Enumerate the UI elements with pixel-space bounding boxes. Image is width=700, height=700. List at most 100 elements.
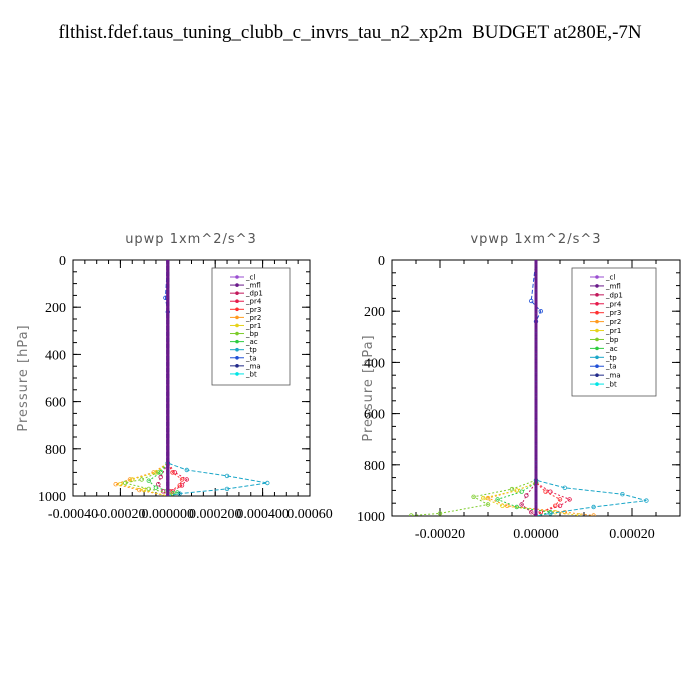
profile-marker bbox=[166, 269, 170, 273]
profile-marker bbox=[534, 405, 538, 409]
profile-marker bbox=[534, 267, 538, 271]
profile-marker bbox=[166, 439, 170, 443]
series-point-pr4 bbox=[548, 489, 553, 494]
profile-marker bbox=[534, 439, 538, 443]
y-tick-label: 0 bbox=[59, 254, 66, 269]
profile-marker bbox=[534, 455, 538, 459]
legend-label: _pr2 bbox=[605, 318, 621, 326]
profile-marker bbox=[534, 442, 538, 446]
profile-marker bbox=[166, 482, 170, 486]
profile-marker bbox=[166, 425, 170, 429]
profile-marker bbox=[166, 340, 170, 344]
profile-marker bbox=[166, 391, 170, 395]
series-point-tp bbox=[224, 473, 230, 479]
series-line-pr2 bbox=[486, 260, 594, 516]
profile-marker bbox=[534, 292, 538, 296]
legend-label: _tp bbox=[245, 346, 257, 354]
series-point-tp bbox=[224, 486, 230, 492]
legend-marker bbox=[595, 373, 599, 377]
y-axis-label: Pressure [hPa] bbox=[16, 324, 31, 431]
legend-label: _pr1 bbox=[245, 322, 261, 330]
profile-marker bbox=[534, 458, 538, 462]
profile-marker bbox=[534, 464, 538, 468]
profile-marker bbox=[166, 300, 170, 304]
profile-marker bbox=[166, 394, 170, 398]
profile-marker bbox=[534, 498, 538, 502]
profile-marker bbox=[534, 427, 538, 431]
series-line-pr4 bbox=[167, 260, 188, 496]
y-tick-label: 600 bbox=[364, 408, 385, 423]
profile-marker bbox=[166, 368, 170, 372]
legend-marker bbox=[595, 364, 599, 369]
legend-marker bbox=[235, 355, 239, 360]
legend-marker bbox=[595, 301, 599, 306]
profile-marker bbox=[534, 338, 538, 342]
profile-marker bbox=[166, 326, 170, 330]
profile-marker bbox=[534, 359, 538, 363]
y-tick-label: 1000 bbox=[38, 490, 66, 505]
legend-marker bbox=[235, 315, 239, 320]
profile-marker bbox=[534, 501, 538, 505]
profile-marker bbox=[534, 329, 538, 333]
profile-marker bbox=[534, 476, 538, 480]
profile-marker bbox=[534, 286, 538, 290]
series-point-pr3 bbox=[553, 503, 558, 508]
legend-label: _ta bbox=[605, 363, 617, 371]
series-point-ac bbox=[146, 478, 151, 483]
profile-marker bbox=[534, 433, 538, 437]
series-point-tp bbox=[184, 467, 189, 473]
profile-marker bbox=[534, 304, 538, 308]
profile-marker bbox=[166, 320, 170, 324]
profile-marker bbox=[534, 396, 538, 400]
profile-marker bbox=[534, 470, 538, 474]
legend-marker bbox=[235, 331, 239, 336]
profile-marker bbox=[166, 383, 170, 387]
profile-marker bbox=[166, 485, 170, 489]
series-point-pr3 bbox=[177, 483, 182, 488]
profile-marker bbox=[534, 491, 538, 495]
series-point-pr4 bbox=[170, 489, 175, 494]
series-line-pr4 bbox=[535, 260, 571, 516]
profile-marker bbox=[166, 436, 170, 440]
profile-marker bbox=[166, 470, 170, 474]
profile-marker bbox=[166, 286, 170, 290]
series-line-pr3 bbox=[535, 260, 561, 516]
series-line-pr3 bbox=[167, 260, 183, 496]
legend-marker bbox=[235, 299, 239, 304]
legend-label: _bp bbox=[245, 330, 259, 338]
series-point-pr4 bbox=[567, 497, 572, 502]
profile-marker bbox=[534, 479, 538, 483]
legend-label: _bt bbox=[245, 370, 257, 378]
series-point-pr1 bbox=[141, 487, 147, 493]
profile-marker bbox=[534, 301, 538, 305]
series-point-tp bbox=[591, 504, 596, 510]
legend-label: _ac bbox=[605, 345, 618, 353]
series-point-pr2 bbox=[591, 513, 596, 516]
legend-marker bbox=[595, 346, 599, 351]
profile-marker bbox=[166, 363, 170, 367]
series-point-bp bbox=[122, 480, 128, 486]
profile-marker bbox=[534, 295, 538, 299]
profile-marker bbox=[166, 476, 170, 480]
profile-marker bbox=[166, 264, 170, 268]
series-point-pr4 bbox=[184, 477, 189, 482]
profile-marker bbox=[166, 289, 170, 293]
series-point-pr4 bbox=[179, 483, 185, 488]
plot-title: upwp 1xm^2/s^3 bbox=[125, 232, 257, 247]
series-point-pr3 bbox=[170, 470, 175, 475]
profile-marker bbox=[166, 473, 170, 477]
profile-marker bbox=[166, 351, 170, 355]
profile-marker bbox=[534, 415, 538, 419]
legend-box bbox=[571, 267, 657, 397]
profile-marker bbox=[534, 298, 538, 302]
profile-marker bbox=[534, 341, 538, 345]
profile-marker bbox=[534, 390, 538, 394]
profile-marker bbox=[534, 488, 538, 492]
y-tick-label: 400 bbox=[364, 356, 385, 371]
profile-marker bbox=[534, 307, 538, 311]
legend: _cl_mfl_dp1_pr4_pr3_pr2_pr1_bp_ac_tp_ta_… bbox=[571, 267, 657, 397]
series-point-ac bbox=[495, 497, 500, 502]
profile-marker bbox=[166, 434, 170, 438]
profile-marker bbox=[166, 385, 170, 389]
series-line-tp bbox=[167, 260, 268, 496]
